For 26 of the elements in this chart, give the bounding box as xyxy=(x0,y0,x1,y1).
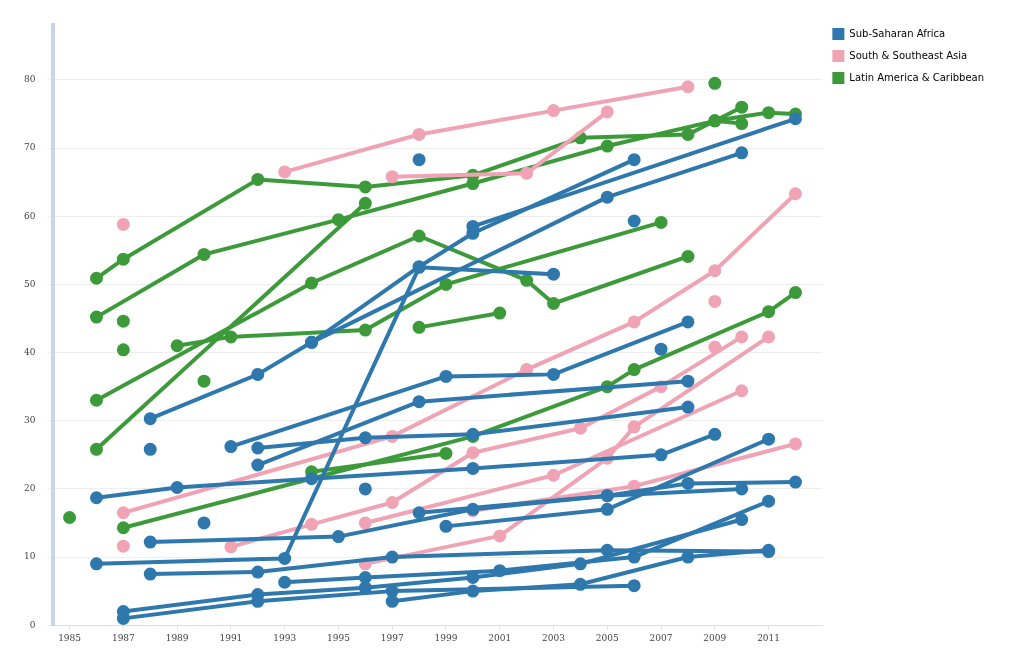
y-tick-label: 30 xyxy=(24,415,36,426)
x-tick-label: 2005 xyxy=(595,632,620,643)
y-tick-label: 60 xyxy=(24,210,36,221)
x-tick-label: 1995 xyxy=(326,632,351,643)
x-tick-label: 2009 xyxy=(703,632,727,643)
y-tick-label: 20 xyxy=(24,483,36,494)
x-tick-label: 2011 xyxy=(757,632,781,643)
y-tick-label: 0 xyxy=(29,619,36,630)
x-tick-label: 1989 xyxy=(165,632,189,643)
x-tick-label: 1993 xyxy=(273,632,297,643)
legend-label: Sub-Saharan Africa xyxy=(849,27,946,39)
x-tick-label: 2007 xyxy=(649,632,673,643)
x-tick-label: 1997 xyxy=(380,632,404,643)
legend-label: South & Southeast Asia xyxy=(849,49,968,61)
x-tick-label: 1985 xyxy=(58,632,82,643)
legend-label: Latin America & Caribbean xyxy=(849,71,985,83)
x-tick-label: 2003 xyxy=(542,632,566,643)
x-tick-label: 1999 xyxy=(434,632,458,643)
y-tick-label: 80 xyxy=(24,74,36,85)
y-tick-label: 70 xyxy=(24,142,36,153)
x-tick-label: 1991 xyxy=(219,632,243,643)
y-tick-label: 50 xyxy=(24,278,36,289)
x-tick-label: 2001 xyxy=(488,632,512,643)
y-tick-label: 10 xyxy=(24,551,36,562)
x-tick-label: 1987 xyxy=(111,632,136,643)
y-tick-label: 40 xyxy=(24,346,36,357)
